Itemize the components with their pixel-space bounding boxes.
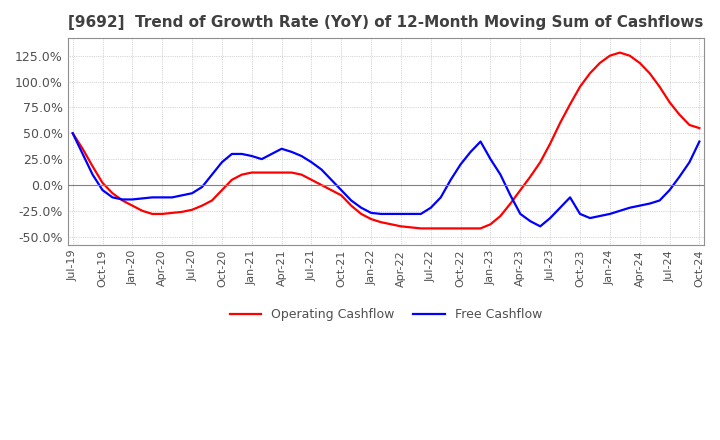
Operating Cashflow [148, 211, 157, 216]
Operating Cashflow [486, 222, 495, 227]
Operating Cashflow [327, 187, 336, 193]
Operating Cashflow [377, 220, 385, 225]
Free Cashflow [327, 177, 336, 183]
Line: Free Cashflow: Free Cashflow [73, 133, 699, 226]
Free Cashflow [148, 195, 157, 200]
Operating Cashflow [417, 226, 426, 231]
Operating Cashflow [695, 125, 703, 131]
Line: Operating Cashflow: Operating Cashflow [73, 53, 699, 228]
Free Cashflow [377, 211, 385, 216]
Free Cashflow [695, 139, 703, 144]
Legend: Operating Cashflow, Free Cashflow: Operating Cashflow, Free Cashflow [225, 303, 547, 326]
Free Cashflow [417, 211, 426, 216]
Operating Cashflow [426, 226, 435, 231]
Free Cashflow [467, 149, 475, 154]
Free Cashflow [476, 139, 485, 144]
Operating Cashflow [476, 226, 485, 231]
Free Cashflow [536, 224, 544, 229]
Free Cashflow [68, 131, 77, 136]
Operating Cashflow [68, 131, 77, 136]
Operating Cashflow [616, 50, 624, 55]
Title: [9692]  Trend of Growth Rate (YoY) of 12-Month Moving Sum of Cashflows: [9692] Trend of Growth Rate (YoY) of 12-… [68, 15, 703, 30]
